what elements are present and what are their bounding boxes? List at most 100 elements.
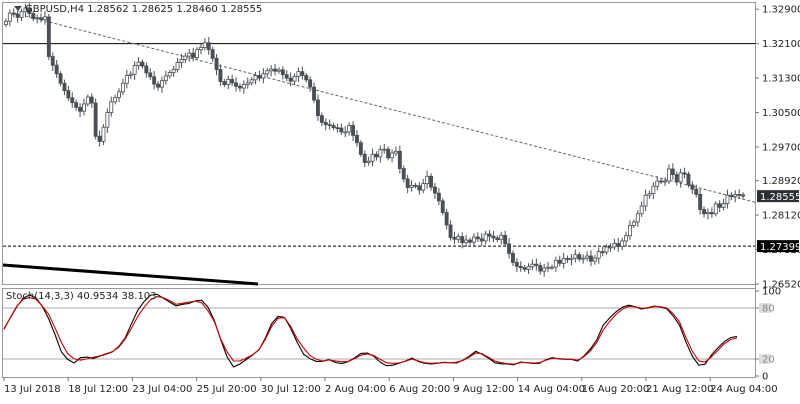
candle-body — [737, 193, 742, 196]
candle — [257, 70, 262, 82]
candle-body — [276, 69, 281, 72]
candle — [66, 85, 71, 102]
candle-body — [608, 246, 613, 249]
candle-body — [448, 224, 453, 238]
candle — [58, 71, 63, 86]
candle — [690, 181, 695, 194]
candle-body — [4, 20, 8, 26]
candle-body — [241, 84, 246, 89]
candle — [487, 229, 492, 242]
candle-body — [600, 251, 605, 254]
candle-body — [156, 83, 160, 88]
candle — [331, 122, 336, 131]
candle — [725, 189, 730, 209]
candle — [464, 234, 469, 247]
candle — [43, 11, 47, 25]
candle — [152, 71, 157, 90]
candle — [733, 190, 738, 203]
candle — [245, 77, 250, 89]
candle — [667, 164, 671, 185]
candle — [167, 69, 172, 79]
candle — [421, 178, 426, 194]
candle — [596, 247, 601, 264]
support-price-label: 1.27399 — [760, 242, 800, 253]
support-price-tag: 1.27399 — [757, 240, 800, 253]
candle — [483, 230, 488, 245]
candle-body — [245, 82, 250, 85]
time-axis: 13 Jul 2018 18 Jul 12:00 23 Jul 04:00 25 Ju… — [3, 377, 778, 395]
candle-body — [218, 69, 223, 82]
candle — [468, 237, 472, 245]
time-tick-label: 21 Aug 12:00 — [646, 384, 713, 395]
candle — [698, 188, 703, 215]
candle — [589, 250, 593, 267]
candle — [210, 46, 215, 62]
candle-body — [659, 180, 664, 183]
time-tick-label: 6 Aug 20:00 — [389, 384, 450, 395]
candle — [347, 122, 352, 136]
price-tick-label: 1.28120 — [762, 211, 800, 222]
candle-body — [717, 203, 722, 208]
candle — [198, 43, 203, 55]
candle — [682, 167, 687, 179]
candle-body — [265, 70, 270, 75]
candle — [709, 207, 714, 218]
candle-body — [713, 203, 718, 215]
candle — [432, 182, 437, 199]
price-tick-label: 1.29700 — [762, 143, 800, 154]
candle-body — [50, 56, 55, 66]
candle — [93, 98, 98, 140]
candle-body — [499, 234, 504, 241]
candle-body — [698, 193, 703, 210]
stoch-tick-label: 0 — [762, 372, 768, 383]
time-tick-label: 16 Aug 20:00 — [582, 384, 649, 395]
candlesticks — [4, 2, 745, 277]
candle — [538, 262, 543, 275]
stoch-level-tag — [759, 303, 771, 313]
candle — [327, 119, 332, 130]
candle — [409, 180, 414, 192]
candle-body — [105, 112, 110, 128]
candle-body — [15, 13, 20, 18]
candle-body — [589, 255, 593, 262]
candle — [54, 60, 59, 78]
candle-body — [319, 115, 324, 123]
candle-body — [483, 233, 488, 242]
collapse-triangle-icon[interactable] — [14, 6, 22, 11]
candle — [296, 67, 301, 83]
trendline — [15, 12, 756, 203]
candle — [273, 63, 277, 76]
candle-body — [132, 65, 137, 75]
stoch-signal-line — [3, 296, 738, 365]
candle — [319, 112, 324, 127]
candle — [452, 231, 457, 245]
candle — [413, 182, 418, 189]
candle-body — [507, 243, 511, 254]
stoch-axis: 100 80 20 0 — [755, 287, 781, 383]
candle — [616, 237, 621, 252]
candle — [737, 189, 742, 199]
candle — [284, 69, 289, 82]
candle-body — [308, 79, 313, 88]
candle — [651, 182, 656, 200]
price-tick-label: 1.26520 — [762, 280, 800, 291]
candle — [456, 233, 461, 243]
time-tick-label: 30 Jul 12:00 — [261, 384, 321, 395]
candle-body — [237, 85, 242, 89]
candle — [175, 57, 180, 73]
candle-body — [390, 152, 394, 159]
candle-body — [709, 212, 714, 215]
candle — [604, 244, 609, 255]
candle — [620, 237, 625, 251]
candle-body — [261, 73, 266, 79]
stoch-level-tag — [759, 354, 771, 364]
candle — [417, 182, 422, 195]
candle — [612, 238, 617, 251]
candle-body — [312, 86, 316, 101]
candle — [444, 208, 449, 230]
candle — [339, 123, 344, 136]
candle-body — [413, 184, 418, 187]
candle-body — [46, 16, 51, 57]
candle-body — [343, 131, 348, 134]
candle-body — [183, 55, 188, 60]
